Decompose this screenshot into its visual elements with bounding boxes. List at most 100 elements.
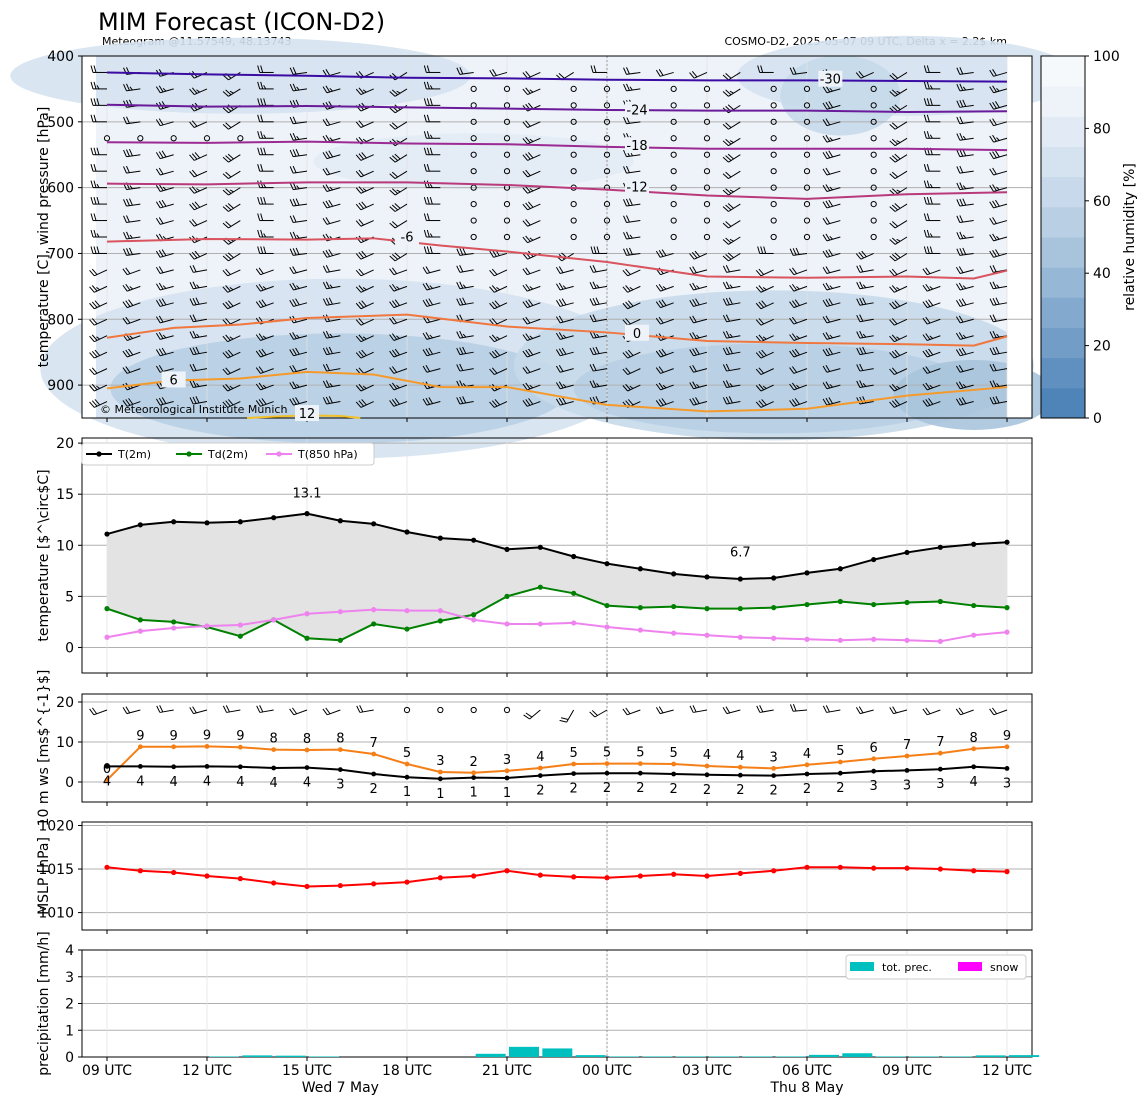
wind-barb-shaft bbox=[126, 88, 141, 92]
wind-barb-flag bbox=[926, 98, 930, 106]
wind-barb-flag bbox=[225, 122, 232, 129]
wind-barb-flag bbox=[727, 252, 734, 259]
wind-barb-flag bbox=[494, 349, 501, 356]
wind-barb bbox=[822, 134, 841, 143]
legend-marker bbox=[96, 451, 102, 457]
wind-barb-flag bbox=[222, 335, 229, 342]
wind-barb-flag bbox=[96, 183, 100, 188]
wind-barb-shaft bbox=[93, 709, 108, 716]
wind-barb-flag bbox=[391, 300, 398, 307]
wind-barb bbox=[322, 150, 341, 160]
wind-barb-flag bbox=[263, 147, 267, 155]
wind-barb-flag bbox=[589, 347, 594, 355]
wind-barb-flag bbox=[93, 81, 97, 90]
wind-barb-flag bbox=[456, 265, 461, 273]
wind-barb-flag bbox=[755, 335, 762, 342]
wind-barb-flag bbox=[622, 319, 629, 326]
wind-barb bbox=[123, 231, 141, 240]
wind-barb bbox=[703, 200, 711, 208]
wind-barb bbox=[670, 102, 677, 109]
wind-barb-shaft bbox=[626, 236, 641, 240]
wind-barb-shaft bbox=[826, 121, 841, 127]
wind-barb-flag bbox=[122, 400, 128, 407]
wind-barb-flag bbox=[761, 349, 767, 356]
wind-barb-flag bbox=[191, 120, 198, 127]
wind-barb-shaft bbox=[859, 318, 874, 323]
series-point bbox=[171, 619, 177, 625]
wind-barb bbox=[423, 164, 441, 172]
wind-barb bbox=[855, 71, 874, 79]
wind-barb-flag bbox=[825, 233, 831, 241]
wind-barb bbox=[289, 347, 308, 357]
wind-barb-shaft bbox=[127, 368, 141, 374]
wind-barb-flag bbox=[328, 297, 333, 305]
wind-barb-flag bbox=[90, 81, 94, 90]
wind-barb-flag bbox=[89, 335, 95, 342]
wind-barb-flag bbox=[762, 336, 767, 340]
wind-barb-flag bbox=[90, 246, 94, 254]
wind-barb-flag bbox=[896, 238, 901, 242]
wind-barb-flag bbox=[295, 397, 300, 404]
wind-barb bbox=[670, 168, 677, 175]
wind-barb-flag bbox=[158, 167, 164, 175]
wind-barb-flag bbox=[962, 99, 967, 107]
wind-barb-flag bbox=[956, 232, 961, 240]
wind-barb-shaft bbox=[227, 335, 241, 343]
wind-barb-shaft bbox=[894, 236, 908, 245]
wind-barb bbox=[855, 250, 874, 260]
colorbar-band bbox=[1041, 267, 1085, 298]
precip-bar bbox=[309, 1056, 339, 1057]
wind-barb bbox=[722, 72, 741, 81]
wind-barb-flag bbox=[958, 707, 964, 715]
wind-barb-flag bbox=[355, 286, 362, 293]
wind-barb-flag bbox=[225, 705, 230, 713]
wind-barb bbox=[389, 366, 408, 374]
wind-barb bbox=[623, 247, 641, 256]
wind-barb-shaft bbox=[527, 71, 541, 79]
wind-barb-flag bbox=[391, 204, 399, 211]
wind-barb-shaft bbox=[626, 88, 641, 92]
wind-barb bbox=[722, 203, 741, 212]
series-point bbox=[104, 777, 110, 783]
wind-barb-flag bbox=[755, 286, 762, 293]
wind-barb-shaft bbox=[459, 71, 474, 75]
wind-barb bbox=[222, 285, 241, 293]
wind-barb bbox=[189, 314, 208, 323]
wind-barb-flag bbox=[725, 155, 732, 161]
wind-barb-flag bbox=[822, 299, 828, 307]
wind-barb bbox=[956, 198, 974, 207]
wind-barb-flag bbox=[590, 65, 594, 73]
series-point bbox=[471, 537, 477, 543]
wind-barb-shaft bbox=[527, 335, 541, 341]
wind-barb-shaft bbox=[228, 154, 241, 163]
wind-barb bbox=[189, 186, 208, 194]
wind-barb bbox=[122, 348, 141, 358]
wind-barb bbox=[423, 81, 441, 90]
wind-barb-flag bbox=[263, 183, 267, 188]
wind-barb bbox=[322, 281, 341, 290]
series-point bbox=[1004, 629, 1010, 635]
isotherm-line bbox=[106, 140, 1008, 152]
isotherm-line bbox=[106, 181, 1008, 200]
wind-barb-flag bbox=[758, 400, 765, 407]
colorbar-label: relative humidity [%] bbox=[1122, 163, 1138, 311]
wind-barb bbox=[757, 65, 774, 73]
wind-barb bbox=[189, 297, 208, 306]
wind-barb-flag bbox=[456, 364, 461, 372]
wind-barb-flag bbox=[462, 284, 467, 289]
wind-barb-flag bbox=[257, 213, 261, 221]
wind-barb bbox=[803, 102, 811, 109]
wind-barb-flag bbox=[655, 707, 661, 714]
wind-barb bbox=[89, 707, 108, 716]
wind-barb-shaft bbox=[194, 187, 208, 194]
gust-label: 5 bbox=[636, 746, 644, 761]
wind-barb-shaft bbox=[728, 72, 741, 81]
wind-barb-flag bbox=[123, 166, 127, 174]
wind-barb-flag bbox=[426, 114, 430, 122]
wind-barb-flag bbox=[358, 383, 365, 391]
wind-barb-flag bbox=[622, 302, 629, 310]
colorbar-tick-label: 60 bbox=[1093, 194, 1111, 210]
wind-barb-flag bbox=[958, 315, 964, 323]
wind-barb bbox=[90, 114, 107, 123]
wind-barb-flag bbox=[355, 253, 362, 260]
